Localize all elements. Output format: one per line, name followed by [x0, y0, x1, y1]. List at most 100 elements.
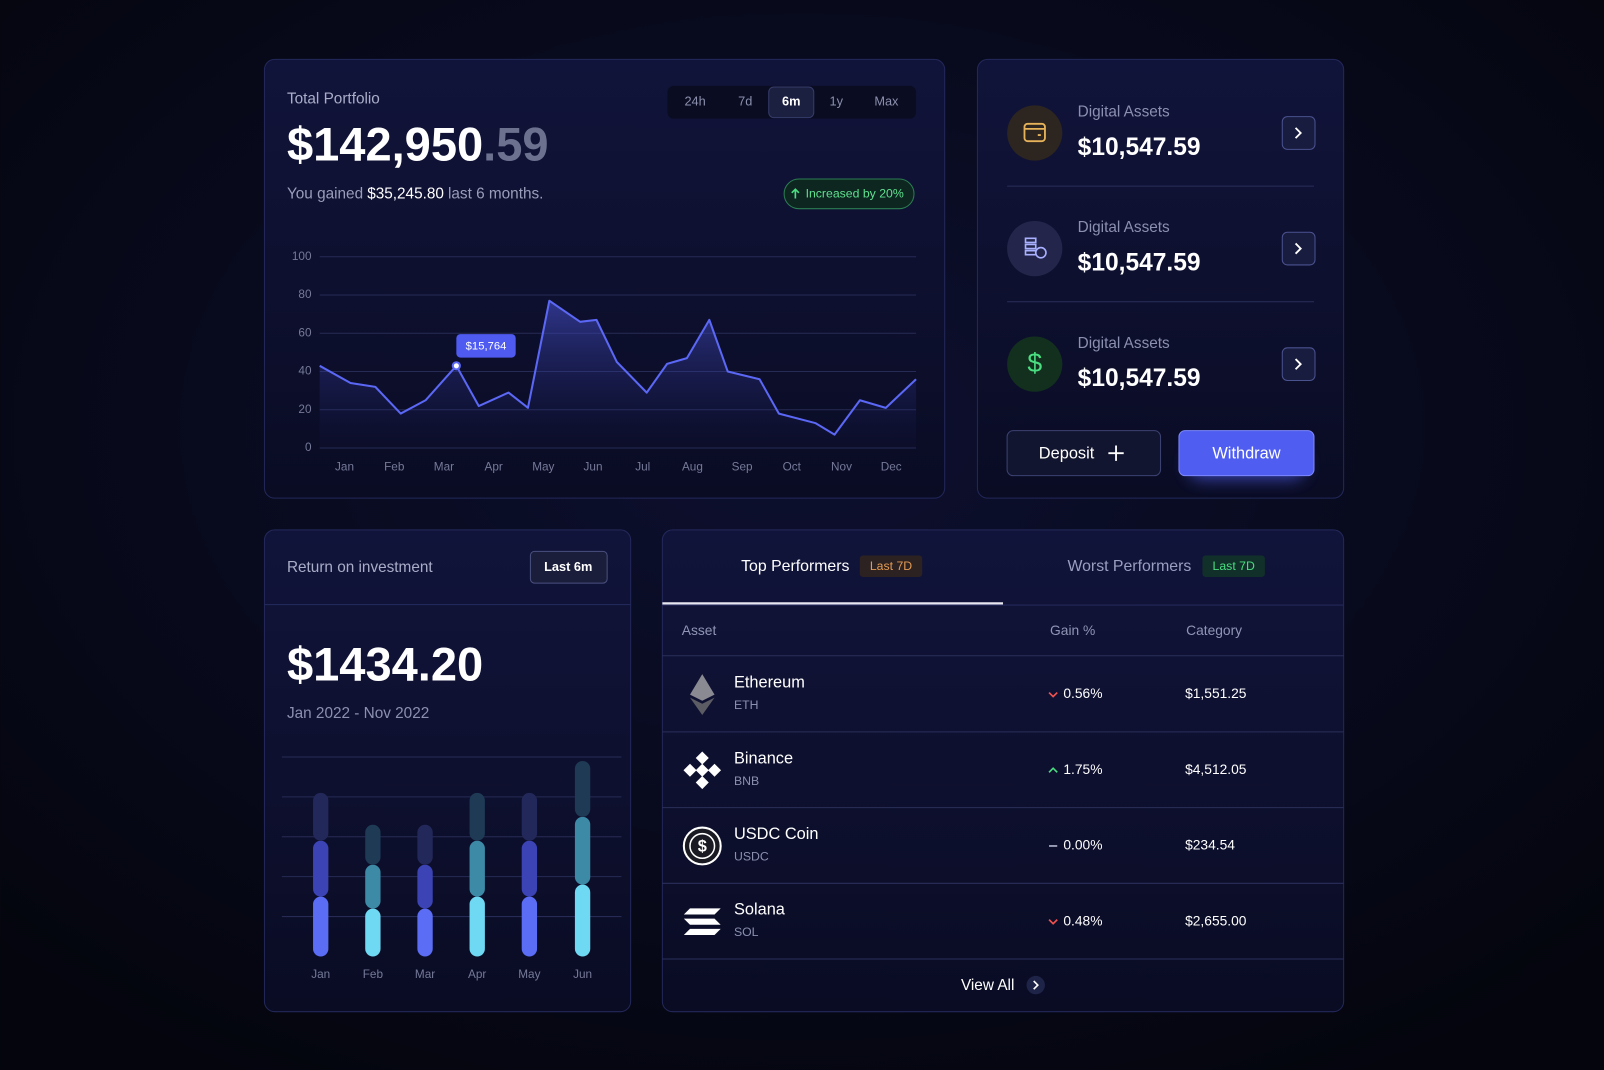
- tab-badge: [1202, 555, 1265, 577]
- x-tick-label: Feb: [363, 968, 384, 981]
- card-title: Total Portfolio: [287, 90, 380, 107]
- badge-text: Increased by 20%: [806, 187, 904, 201]
- bar-segment: [365, 864, 381, 909]
- coins-icon: [1034, 246, 1047, 259]
- trend-icon: [1048, 691, 1058, 698]
- range-button-label: Last 6m: [544, 559, 592, 574]
- asset-label: Digital Assets: [1078, 219, 1170, 236]
- category-value: $4,512.05: [1185, 762, 1247, 777]
- tooltip-text: $15,764: [466, 340, 507, 352]
- bnb-icon: [695, 763, 709, 777]
- x-tick-label: Apr: [484, 461, 502, 474]
- asset-open-button[interactable]: [1281, 347, 1316, 382]
- value-cents: .59: [483, 118, 548, 171]
- x-tick-label: Mar: [415, 968, 435, 981]
- portfolio-card: [263, 58, 946, 499]
- withdraw-button[interactable]: [1178, 430, 1315, 477]
- bar-segment: [521, 792, 538, 841]
- wallet-icon: [1024, 127, 1045, 136]
- usdc-icon: $: [698, 837, 707, 855]
- range-tab: 24h: [684, 94, 705, 109]
- wallet-icon: [1023, 122, 1046, 143]
- roi-period: Jan 2022 - Nov 2022: [287, 705, 429, 722]
- category-value: $1,551.25: [1185, 686, 1247, 701]
- bar-segment: [365, 824, 381, 865]
- tooltip: [456, 334, 516, 358]
- bar-segment: [469, 792, 485, 841]
- gain-value: 1.75%: [1063, 762, 1102, 777]
- asset-value: $10,547.59: [1078, 365, 1201, 392]
- gain-prefix: You gained: [287, 185, 363, 202]
- gain-line: You gained $35,245.80 last 6 months.: [287, 185, 543, 202]
- bar-segment: [469, 896, 485, 957]
- column-header: Category: [1186, 623, 1242, 638]
- category-value: $2,655.00: [1185, 913, 1247, 928]
- view-all[interactable]: View All: [961, 977, 1014, 994]
- chevron-icon: [1294, 127, 1302, 139]
- assets-card: [976, 58, 1345, 499]
- x-tick-label: Feb: [384, 461, 405, 474]
- asset-name: Binance: [734, 749, 793, 767]
- sol-icon: [683, 908, 721, 915]
- value-main: $142,950: [287, 118, 483, 171]
- range-button[interactable]: [529, 550, 608, 584]
- asset-open-button[interactable]: [1281, 231, 1316, 266]
- dollar-icon: $: [1027, 348, 1042, 378]
- x-tick-label: Jul: [635, 461, 650, 474]
- y-tick-label: 20: [298, 403, 312, 416]
- range-tab-active[interactable]: [768, 86, 815, 119]
- bar-segment: [574, 816, 591, 885]
- tab-label[interactable]: Worst Performers: [1067, 558, 1191, 575]
- bar-segment: [417, 824, 433, 865]
- usdc-icon: [689, 832, 716, 860]
- x-tick-label: Jun: [584, 461, 603, 474]
- chevron-icon: [1033, 980, 1039, 990]
- bnb-icon: [683, 763, 697, 777]
- asset-icon-bg: [1007, 105, 1063, 161]
- asset-name: Ethereum: [734, 674, 805, 692]
- bar-segment: [313, 896, 329, 957]
- asset-label: Digital Assets: [1078, 335, 1170, 352]
- card-title: Return on investment: [287, 559, 433, 576]
- asset-value: $10,547.59: [1078, 134, 1201, 161]
- increase-badge: [783, 178, 915, 210]
- range-tab: 7d: [738, 94, 752, 109]
- gain-value: 0.00%: [1063, 838, 1102, 853]
- sol-icon: [683, 918, 721, 925]
- y-tick-label: 60: [298, 326, 312, 339]
- x-tick-label: Mar: [434, 461, 454, 474]
- tab-badge-text: Last 7D: [1213, 559, 1255, 573]
- column-header: Asset: [682, 623, 717, 638]
- tab-label[interactable]: Top Performers: [741, 558, 849, 575]
- eth-icon: [689, 674, 715, 701]
- trend-icon: [1048, 767, 1058, 773]
- deposit-label: Deposit: [1039, 445, 1095, 463]
- asset-icon-bg: [1007, 336, 1063, 392]
- view-all-icon[interactable]: [1026, 975, 1045, 995]
- deposit-button[interactable]: [1006, 430, 1162, 477]
- performers-card: [661, 529, 1345, 1013]
- y-tick-label: 100: [292, 250, 312, 263]
- x-tick-label: Oct: [783, 461, 802, 474]
- range-tab: 6m: [782, 94, 800, 109]
- chevron-icon: [1294, 358, 1302, 370]
- asset-name: Solana: [734, 901, 786, 919]
- asset-value: $10,547.59: [1078, 249, 1201, 276]
- bar-segment: [521, 840, 538, 897]
- x-tick-label: Apr: [468, 968, 486, 981]
- portfolio-value: $142,950.59: [287, 118, 549, 171]
- asset-open-button[interactable]: [1281, 116, 1316, 150]
- bar-segment: [417, 864, 433, 909]
- line: [319, 299, 917, 436]
- y-tick-label: 80: [298, 288, 312, 301]
- gain-amount: $35,245.80: [367, 185, 444, 202]
- chevron-icon: [1294, 242, 1302, 255]
- asset-symbol: SOL: [734, 925, 759, 939]
- asset-symbol: BNB: [734, 774, 759, 788]
- bnb-icon: [708, 763, 722, 777]
- arrow-up-icon: [791, 188, 800, 199]
- trend-icon: [1048, 919, 1058, 925]
- plus-icon: [1108, 445, 1124, 461]
- bar-segment: [313, 792, 329, 841]
